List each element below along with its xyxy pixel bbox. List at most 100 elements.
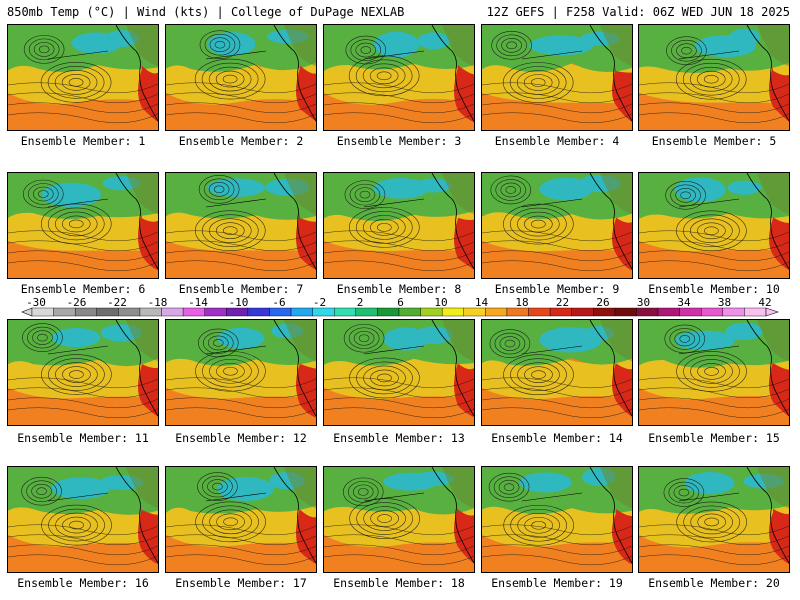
colorbar-tick-label: 10 [434, 296, 447, 309]
temperature-field-map [324, 467, 474, 572]
ensemble-member-label: Ensemble Member: 10 [648, 282, 780, 296]
temperature-field-map [8, 467, 158, 572]
colorbar-swatch [506, 307, 529, 317]
temperature-field-map [8, 320, 158, 425]
ensemble-panel [638, 24, 790, 131]
ensemble-member-label: Ensemble Member: 2 [178, 134, 304, 148]
colorbar-swatch [528, 307, 551, 317]
map-title: 850mb Temp (°C) | Wind (kts) | College o… [7, 5, 405, 19]
colorbar-tick-label: 42 [758, 296, 771, 309]
colorbar-swatch [290, 307, 313, 317]
colorbar-tick-label: -2 [313, 296, 326, 309]
ensemble-panel [323, 319, 475, 426]
colorbar-swatch [31, 307, 54, 317]
colorbar-swatch [744, 307, 767, 317]
colorbar-tick-label: 2 [357, 296, 364, 309]
ensemble-panel [165, 24, 317, 131]
ensemble-member-label: Ensemble Member: 9 [494, 282, 620, 296]
colorbar-swatch [226, 307, 249, 317]
colorbar-swatch [355, 307, 378, 317]
ensemble-member-label: Ensemble Member: 6 [20, 282, 146, 296]
ensemble-member-label: Ensemble Member: 13 [333, 431, 465, 445]
colorbar-swatch [441, 307, 464, 317]
temperature-field-map [482, 467, 632, 572]
colorbar-swatch [636, 307, 659, 317]
ensemble-member-label: Ensemble Member: 7 [178, 282, 304, 296]
colorbar-arrow-left [21, 307, 33, 317]
colorbar-tick-label: -22 [107, 296, 127, 309]
ensemble-panel [638, 466, 790, 573]
ensemble-member-label: Ensemble Member: 12 [175, 431, 307, 445]
colorbar-swatch [701, 307, 724, 317]
ensemble-member-label: Ensemble Member: 3 [336, 134, 462, 148]
colorbar-swatch [549, 307, 572, 317]
temperature-field-map [8, 25, 158, 130]
ensemble-panel [165, 172, 317, 279]
temperature-field-map [324, 320, 474, 425]
colorbar-tick-label: -6 [272, 296, 285, 309]
colorbar-swatch [420, 307, 443, 317]
ensemble-member-label: Ensemble Member: 20 [648, 576, 780, 590]
ensemble-member-label: Ensemble Member: 11 [17, 431, 149, 445]
colorbar-tick-label: 6 [397, 296, 404, 309]
colorbar-swatch [269, 307, 292, 317]
colorbar-tick-label: 26 [596, 296, 609, 309]
colorbar-swatch [96, 307, 119, 317]
temperature-colorbar: -30 -26 -22 -18 -14 -10 -6 -2 2 6 10 14 18 22 26 30 34 38… [21, 296, 779, 317]
ensemble-panel [165, 319, 317, 426]
ensemble-member-label: Ensemble Member: 19 [491, 576, 623, 590]
ensemble-panel [323, 172, 475, 279]
colorbar-swatch [118, 307, 141, 317]
colorbar-swatch [161, 307, 184, 317]
colorbar-arrow-right [765, 307, 779, 317]
ensemble-member-label: Ensemble Member: 18 [333, 576, 465, 590]
ensemble-member-label: Ensemble Member: 17 [175, 576, 307, 590]
temperature-field-map [166, 320, 316, 425]
temperature-field-map [639, 173, 789, 278]
temperature-field-map [324, 25, 474, 130]
ensemble-panel [323, 466, 475, 573]
temperature-field-map [639, 467, 789, 572]
colorbar-tick-label: 14 [475, 296, 489, 309]
temperature-field-map [166, 25, 316, 130]
colorbar-swatch [614, 307, 637, 317]
colorbar-tick-label: -10 [229, 296, 249, 309]
colorbar-swatch [247, 307, 270, 317]
ensemble-panel [638, 172, 790, 279]
colorbar-swatch [334, 307, 357, 317]
valid-time: 12Z GEFS | F258 Valid: 06Z WED JUN 18 20… [486, 5, 790, 19]
temperature-field-map [8, 173, 158, 278]
colorbar-swatch [485, 307, 508, 317]
temperature-field-map [482, 25, 632, 130]
colorbar-tick-label: 22 [556, 296, 569, 309]
colorbar-tick-label: 38 [718, 296, 731, 309]
colorbar-tick-label: 18 [515, 296, 528, 309]
ensemble-member-label: Ensemble Member: 15 [648, 431, 780, 445]
colorbar-swatch [139, 307, 162, 317]
colorbar-tick-label: -18 [148, 296, 168, 309]
ensemble-panel [481, 172, 633, 279]
ensemble-member-label: Ensemble Member: 14 [491, 431, 623, 445]
temperature-field-map [166, 173, 316, 278]
ensemble-panel [638, 319, 790, 426]
ensemble-member-label: Ensemble Member: 16 [17, 576, 149, 590]
colorbar-swatch [74, 307, 97, 317]
temperature-field-map [639, 320, 789, 425]
colorbar-tick-label: 30 [637, 296, 650, 309]
colorbar-swatch [722, 307, 745, 317]
temperature-field-map [482, 320, 632, 425]
ensemble-member-label: Ensemble Member: 5 [651, 134, 777, 148]
temperature-field-map [166, 467, 316, 572]
colorbar-swatch [53, 307, 76, 317]
ensemble-panel [481, 466, 633, 573]
colorbar-tick-label: -14 [188, 296, 208, 309]
colorbar-swatch [463, 307, 486, 317]
ensemble-panel [7, 172, 159, 279]
colorbar-swatch [182, 307, 205, 317]
colorbar-swatch [377, 307, 400, 317]
colorbar-swatch [571, 307, 594, 317]
ensemble-member-label: Ensemble Member: 8 [336, 282, 462, 296]
ensemble-panel [7, 24, 159, 131]
ensemble-panel [7, 319, 159, 426]
ensemble-panel [165, 466, 317, 573]
